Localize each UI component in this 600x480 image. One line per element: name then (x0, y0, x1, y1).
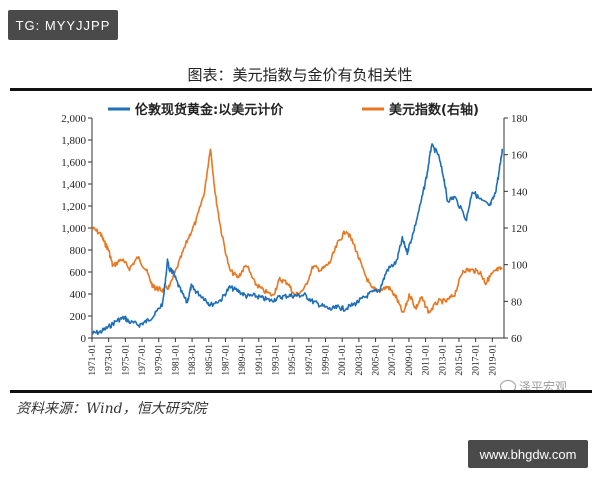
x-tick-label: 1979-01 (155, 344, 165, 376)
source-note: 资料来源：Wind，恒大研究院 (16, 401, 207, 417)
watermark-top: TG: MYYJJPP (8, 10, 118, 40)
right-tick-label: 120 (511, 223, 528, 235)
x-tick-label: 2015-01 (455, 344, 465, 376)
source-rule (10, 390, 592, 393)
left-tick-label: 1,000 (61, 223, 86, 235)
x-tick-label: 1981-01 (171, 344, 181, 376)
chart-legend: 伦敦现货黄金:以美元计价 美元指数(右轴) (108, 102, 479, 118)
x-tick-label: 1975-01 (121, 344, 131, 376)
left-tick-label: 2,000 (61, 113, 86, 125)
x-tick-label: 2009-01 (405, 344, 415, 376)
left-tick-label: 800 (70, 245, 87, 257)
x-tick-label: 1985-01 (205, 344, 215, 376)
x-tick-label: 1987-01 (221, 344, 231, 376)
left-tick-label: 1,400 (61, 179, 86, 191)
x-tick-label: 1983-01 (188, 344, 198, 376)
x-tick-label: 2013-01 (438, 344, 448, 376)
left-tick-label: 600 (70, 267, 87, 279)
left-tick-label: 0 (81, 333, 87, 345)
x-tick-label: 1995-01 (288, 344, 298, 376)
right-tick-label: 60 (511, 333, 523, 345)
usd-index-line (91, 148, 503, 314)
chart-ticks: 0 200 400 600 800 1,000 1,200 1,400 1,600 1,800 2,… (61, 113, 528, 376)
chart-lines (91, 143, 504, 336)
legend-usd-label: 美元指数(右轴) (389, 102, 479, 118)
x-tick-label: 2019-01 (488, 344, 498, 376)
x-tick-label: 2017-01 (472, 344, 482, 376)
right-tick-label: 160 (511, 150, 528, 162)
gold-price-line (91, 143, 504, 336)
left-tick-label: 1,800 (61, 135, 86, 147)
left-tick-label: 200 (70, 311, 87, 323)
x-tick-label: 2005-01 (372, 344, 382, 376)
x-tick-label: 2011-01 (422, 344, 432, 376)
left-tick-label: 400 (70, 289, 87, 301)
chart-title: 图表：美元指数与金价有负相关性 (187, 66, 413, 84)
x-tick-label: 1971-01 (88, 344, 98, 376)
right-tick-label: 80 (511, 296, 523, 308)
left-tick-label: 1,600 (61, 157, 86, 169)
left-tick-label: 1,200 (61, 201, 86, 213)
x-tick-label: 1993-01 (271, 344, 281, 376)
legend-gold-label: 伦敦现货黄金:以美元计价 (135, 102, 284, 118)
x-tick-label: 2003-01 (355, 344, 365, 376)
right-tick-label: 180 (511, 113, 528, 125)
watermark-bottom: www.bhgdw.com (468, 440, 588, 468)
x-tick-label: 1989-01 (238, 344, 248, 376)
x-tick-label: 1973-01 (105, 344, 115, 376)
right-tick-label: 140 (511, 186, 528, 198)
x-tick-label: 1997-01 (305, 344, 315, 376)
x-tick-label: 2001-01 (338, 344, 348, 376)
x-tick-label: 2007-01 (388, 344, 398, 376)
title-rule (10, 88, 592, 91)
dual-axis-line-chart: 0 200 400 600 800 1,000 1,200 1,400 1,600 1,800 2,… (61, 102, 528, 376)
right-tick-label: 100 (511, 260, 528, 272)
chart-axes (91, 118, 505, 339)
x-tick-label: 1991-01 (255, 344, 265, 376)
x-tick-label: 1977-01 (138, 344, 148, 376)
x-tick-label: 1999-01 (322, 344, 332, 376)
